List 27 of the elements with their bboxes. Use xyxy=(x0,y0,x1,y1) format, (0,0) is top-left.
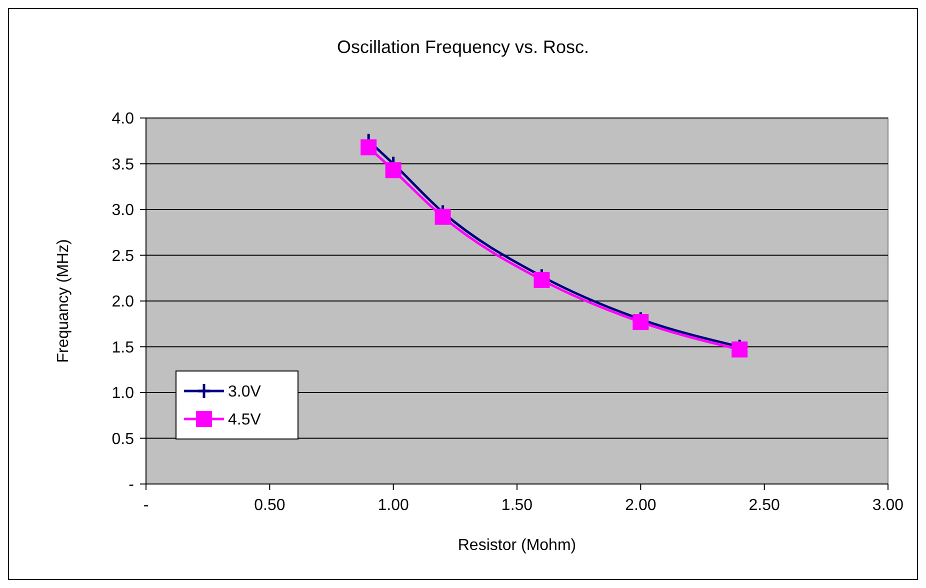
x-tick-label: 2.00 xyxy=(625,497,656,514)
y-tick-label: 2.5 xyxy=(112,248,134,265)
y-axis-title: Frequancy (MHz) xyxy=(55,239,72,363)
point xyxy=(360,139,377,156)
y-tick-label: 2.0 xyxy=(112,294,134,311)
y-tick-label: 3.5 xyxy=(112,156,134,174)
x-axis-title: Resistor (Mohm) xyxy=(458,537,576,554)
point xyxy=(732,341,748,358)
y-tick-label: 1.0 xyxy=(112,385,134,402)
x-tick-label: 1.50 xyxy=(501,497,533,514)
point xyxy=(385,162,402,178)
point xyxy=(534,272,550,288)
chart-title: Oscillation Frequency vs. Rosc. xyxy=(336,37,590,57)
y-tick-label: - xyxy=(128,476,134,494)
x-tick-label: - xyxy=(143,497,149,514)
y-tick-label: 1.5 xyxy=(112,339,134,356)
x-tick-label: 2.50 xyxy=(748,497,780,514)
x-tick-label: 1.00 xyxy=(378,497,410,514)
point xyxy=(434,208,451,225)
x-tick-label: 0.50 xyxy=(254,497,286,514)
y-tick-label: 4.0 xyxy=(112,110,134,128)
legend-label: 3.0V xyxy=(228,384,262,401)
point xyxy=(632,314,649,330)
x-tick-label: 3.00 xyxy=(872,497,904,514)
y-tick-label: 3.0 xyxy=(112,202,134,220)
legend-label: 4.5V xyxy=(228,412,262,429)
y-tick-label: 0.5 xyxy=(112,430,134,448)
